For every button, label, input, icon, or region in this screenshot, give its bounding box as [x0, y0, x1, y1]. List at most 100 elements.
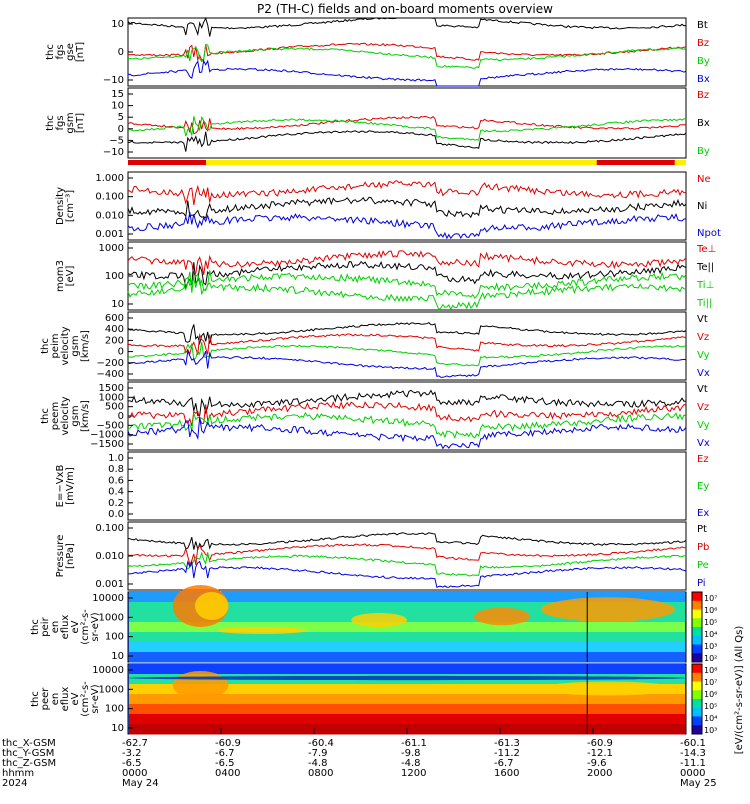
legend-entry: Vz [697, 332, 709, 343]
flux-region [540, 597, 675, 622]
y-tick-label: 1500 [99, 383, 124, 394]
spectrogram-band [129, 602, 685, 613]
y-tick-label: 0.010 [95, 210, 124, 221]
spectrogram-band [129, 622, 685, 633]
colorbar-tick: 10⁴ [704, 630, 717, 639]
legend-entry: Vt [697, 314, 708, 325]
flux-region [194, 592, 229, 620]
y-axis-label: (cm²-s- [80, 609, 91, 645]
legend-entry: By [697, 56, 710, 67]
legend-entry: Bx [697, 74, 710, 85]
panel-mode_bar [128, 160, 686, 165]
panel-frame [127, 311, 687, 381]
x-column-value: -6.5 [122, 758, 142, 769]
y-tick-label: 0.2 [108, 498, 124, 509]
mode-segment [128, 160, 207, 165]
colorbar-swatch [692, 716, 702, 726]
series-line-bt [127, 16, 687, 37]
y-tick-label: 0.6 [108, 475, 124, 486]
y-tick-label: 0.100 [95, 192, 124, 203]
y-axis-label: fgs [55, 44, 66, 59]
y-axis-label: mom3 [55, 260, 66, 292]
y-axis-label: thc [40, 338, 51, 354]
panel-e_field: 1.00.80.60.40.20.0 E=−VxB [mV/m] Ez Ey Ex [55, 451, 709, 521]
panel-frame [127, 521, 687, 591]
y-tick-label: 0 [118, 411, 124, 422]
series-line-vy [127, 411, 687, 439]
x-column-value: -3.2 [122, 748, 142, 759]
y-axis-label: eflux [60, 615, 71, 640]
series-line-bx [127, 130, 687, 152]
y-tick-label: 15 [111, 89, 124, 100]
series-line-bx [127, 59, 687, 87]
y-axis-label: Density [55, 187, 66, 225]
spectrogram-band [129, 714, 685, 725]
legend-entry: Vy [697, 350, 710, 361]
y-axis-label: peim [50, 333, 61, 358]
x-row-label: 2024 [2, 778, 27, 789]
x-column-value: 0000 [680, 768, 705, 779]
colorbar-swatch [692, 653, 702, 663]
x-column-value: 1600 [494, 768, 519, 779]
series-line-pe [127, 551, 687, 577]
flux-region [217, 627, 307, 634]
legend-entry: Pt [697, 524, 707, 535]
colorbar-swatch [692, 707, 702, 717]
x-column-value: 0000 [122, 768, 147, 779]
y-tick-label: −10 [103, 75, 124, 86]
legend-entry: Ez [697, 454, 709, 465]
spectrogram-band [129, 704, 685, 715]
panel-fgs_gse: 10 0 −10 thc fgs gse [nT] Bt Bz By Bx [45, 16, 710, 87]
colorbar-tick: 10⁵ [704, 702, 717, 711]
colorbar: 10⁷ 10⁶ 10⁵ 10⁴ 10³ 10² 10⁸ 10⁷ 10⁶ 10⁵ 10⁴ 10³ [eV/… [691, 591, 745, 754]
y-axis-label: [cm⁻³] [65, 190, 76, 222]
x-column-value: 0400 [215, 768, 240, 779]
series-line-pt [127, 532, 687, 552]
x-row-label: hhmm [2, 768, 34, 779]
spectrogram-band [129, 652, 685, 663]
legend-entry: Npot [697, 228, 721, 239]
y-tick-label: 400 [105, 324, 124, 335]
series-line-te [127, 260, 687, 290]
panel-density: 1.000 0.100 0.010 0.001 Density [cm⁻³] Ne Ni Npo… [55, 171, 721, 241]
y-tick-label: −1500 [90, 439, 124, 450]
legend-entry: Ti|| [696, 298, 712, 309]
y-tick-label: 1.000 [95, 173, 124, 184]
spectrogram-band [129, 612, 685, 623]
y-tick-label: 1000 [99, 684, 124, 695]
colorbar-tick: 10³ [704, 642, 717, 651]
colorbar-frame [691, 591, 703, 663]
legend-entry: Pe [697, 560, 709, 571]
panel-frame [127, 171, 687, 241]
series-line-vt [127, 321, 687, 346]
y-axis-label: thc [45, 44, 56, 60]
legend-entry: Te⊥ [696, 244, 716, 255]
y-axis-label: peem [50, 402, 61, 430]
spectrogram-band [129, 664, 685, 675]
colorbar-swatch [692, 644, 702, 654]
flux-region [172, 671, 229, 699]
colorbar-swatch [692, 664, 702, 674]
x-column-value: 2000 [587, 768, 612, 779]
y-axis-label: sr-eV) [90, 612, 101, 641]
y-axis-label: Pressure [55, 535, 66, 578]
x-column-value: -11.1 [680, 758, 706, 769]
x-column-value: -6.7 [494, 758, 514, 769]
legend-entry: Pb [697, 542, 709, 553]
spectrogram-band [129, 642, 685, 653]
x-column-value: -14.3 [680, 748, 706, 759]
legend-entry: Ex [697, 508, 709, 519]
legend-entry: Ey [697, 481, 709, 492]
x-row-label: thc_Z-GSM [2, 758, 56, 769]
y-tick-label: 1000 [99, 243, 124, 254]
y-axis-label: [nT] [75, 42, 86, 62]
x-column-value: May 25 [680, 778, 717, 789]
legend-entry: Vt [697, 384, 708, 395]
flux-region [540, 681, 675, 696]
y-axis-label: thc [30, 691, 41, 707]
colorbar-swatch [692, 635, 702, 645]
figure-title: P2 (TH-C) fields and on-board moments ov… [257, 2, 553, 16]
